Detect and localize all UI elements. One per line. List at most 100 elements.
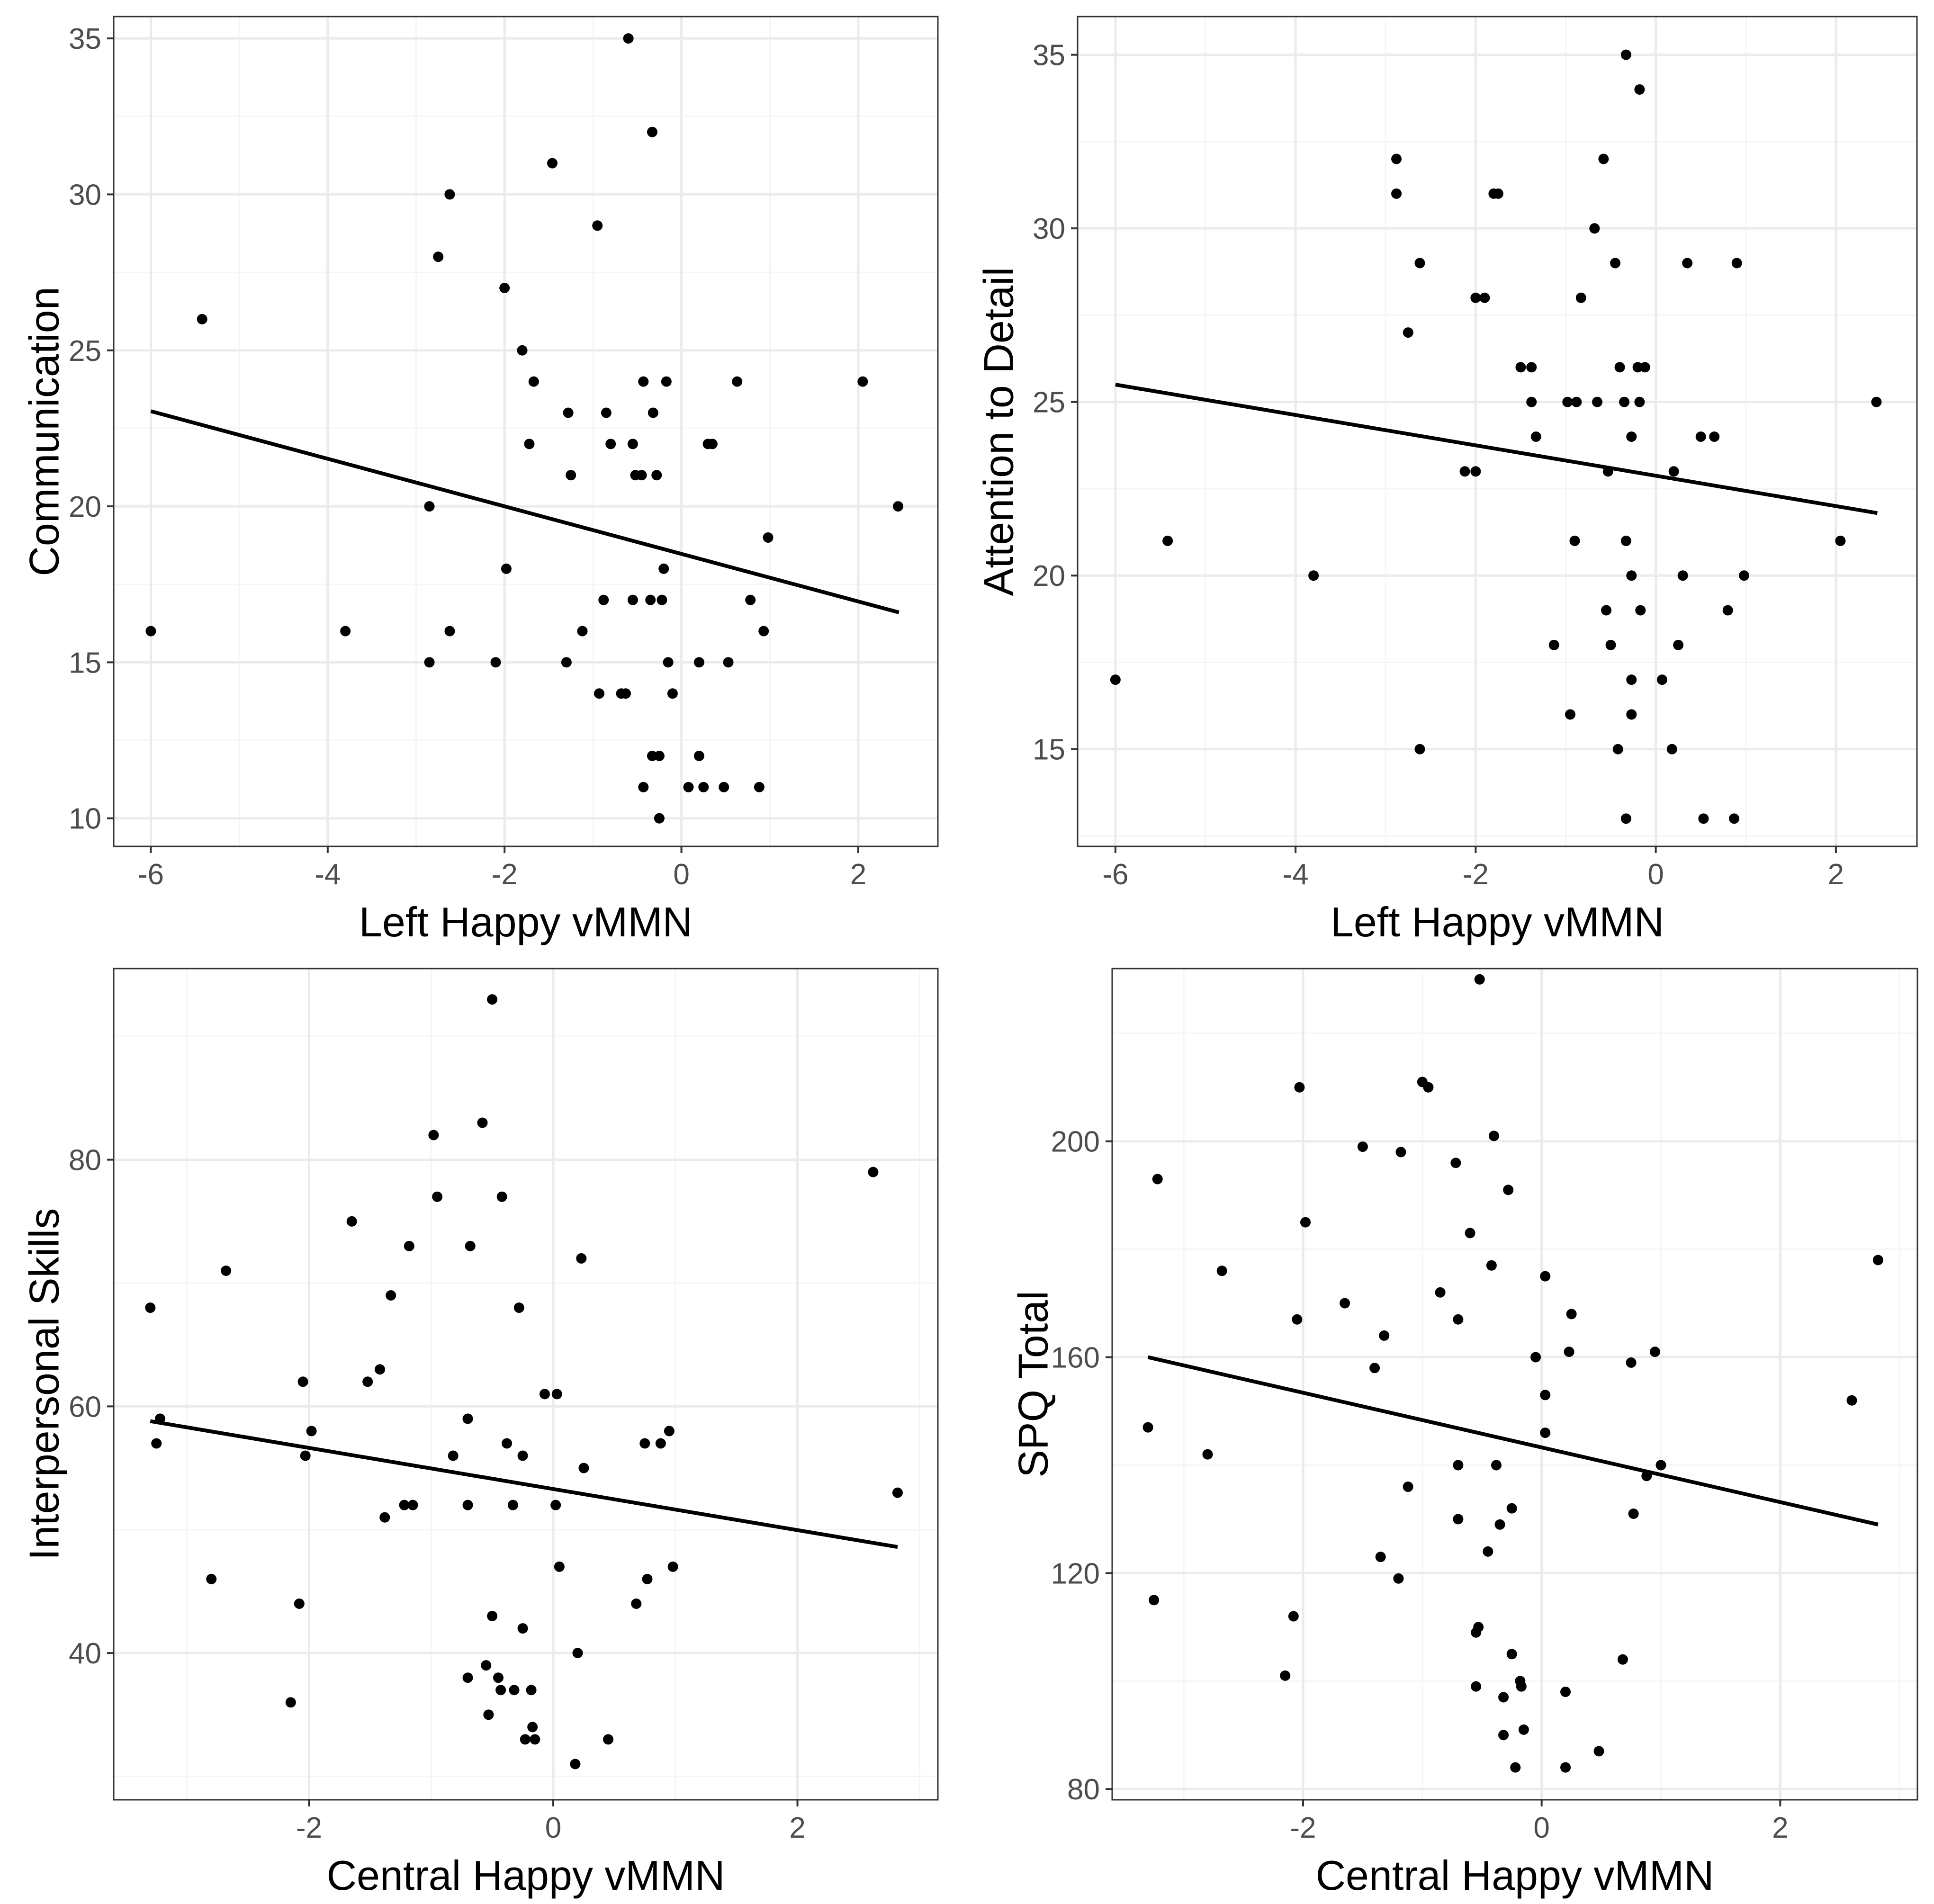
data-point <box>1292 1314 1303 1325</box>
data-point <box>667 688 678 699</box>
x-tick-label: -2 <box>296 1812 322 1844</box>
y-axis-ticks: 80 120 160 200 <box>1051 1126 1112 1806</box>
data-point <box>1516 1681 1527 1692</box>
data-point <box>1540 1271 1551 1282</box>
y-tick-label: 15 <box>69 647 101 679</box>
data-point <box>563 407 574 418</box>
data-point <box>530 1734 540 1745</box>
data-point <box>527 1722 538 1733</box>
y-tick-label: 40 <box>69 1637 101 1670</box>
x-axis-ticks: -6 -4 -2 0 2 <box>1102 846 1844 891</box>
data-point <box>444 626 455 637</box>
data-point <box>1571 396 1582 407</box>
data-point <box>399 1500 410 1510</box>
data-point <box>1395 1147 1406 1158</box>
x-tick-label: 2 <box>1772 1812 1788 1844</box>
data-point <box>550 1500 561 1510</box>
panel-attention-to-detail: -6 -4 -2 0 2 15 20 25 30 35 Left Happy vMMN Atte… <box>975 16 1918 945</box>
data-point <box>576 1253 587 1264</box>
data-point <box>206 1573 217 1584</box>
data-point <box>1635 605 1646 616</box>
data-point <box>1435 1287 1446 1298</box>
data-point <box>598 594 609 605</box>
data-point <box>651 470 662 481</box>
x-tick-label: 0 <box>545 1812 561 1844</box>
data-point <box>698 781 709 792</box>
data-point <box>517 345 528 356</box>
data-point <box>1110 674 1121 685</box>
panel-border <box>1111 968 1918 1801</box>
data-point <box>1656 674 1667 685</box>
data-point <box>1601 605 1612 616</box>
data-point <box>547 158 558 169</box>
data-point <box>1530 1352 1541 1363</box>
data-point <box>483 1709 494 1720</box>
data-point <box>1564 1347 1574 1357</box>
data-point <box>1620 813 1631 824</box>
data-point <box>1479 292 1490 303</box>
data-point <box>1518 1724 1529 1735</box>
data-point <box>517 1450 528 1461</box>
data-point <box>297 1376 308 1387</box>
data-point <box>524 439 535 449</box>
data-point <box>340 626 351 637</box>
data-point <box>1632 362 1643 373</box>
data-point <box>1300 1217 1311 1228</box>
data-point <box>499 283 510 294</box>
data-point <box>693 750 704 761</box>
data-point <box>1698 813 1709 824</box>
data-point <box>1602 466 1613 477</box>
y-tick-label: 35 <box>69 23 101 55</box>
data-point <box>1548 639 1559 650</box>
data-point <box>566 470 576 481</box>
data-point <box>346 1216 357 1227</box>
data-point <box>1562 396 1573 407</box>
trendline <box>1115 383 1878 515</box>
data-point <box>707 439 718 449</box>
data-point <box>404 1240 414 1251</box>
data-point <box>892 1487 903 1498</box>
data-point <box>151 1438 162 1449</box>
data-point <box>1403 327 1413 338</box>
data-point <box>1506 1649 1517 1660</box>
data-point <box>490 657 501 668</box>
data-point <box>1471 1681 1482 1692</box>
data-point <box>448 1450 459 1461</box>
data-point <box>1450 1158 1461 1168</box>
trendline-group <box>1115 383 1878 515</box>
data-point <box>1369 1363 1380 1374</box>
data-point <box>1403 1482 1413 1492</box>
data-point <box>501 563 512 574</box>
x-axis-title: Left Happy vMMN <box>1331 898 1664 945</box>
data-point <box>605 439 616 449</box>
data-point <box>561 657 572 668</box>
data-point <box>462 1413 473 1424</box>
data-point <box>294 1598 305 1609</box>
data-point <box>693 657 704 668</box>
data-point <box>1498 1730 1509 1741</box>
points-group <box>145 33 903 824</box>
data-point <box>1470 292 1481 303</box>
y-tick-label: 10 <box>69 803 101 835</box>
data-point <box>1871 396 1882 407</box>
data-point <box>1593 1746 1604 1757</box>
panel-border <box>113 968 939 1801</box>
panel-communication: -6 -4 -2 0 2 10 15 20 25 30 35 Left Happy vMMN Co… <box>20 16 939 945</box>
x-tick-label: 0 <box>673 858 689 891</box>
data-point <box>197 314 207 324</box>
data-point <box>1294 1082 1305 1093</box>
y-axis-title: Communication <box>20 287 67 576</box>
data-point <box>528 376 539 387</box>
data-point <box>647 126 657 137</box>
data-point <box>1491 1460 1502 1471</box>
data-point <box>1473 1622 1484 1633</box>
data-point <box>428 1130 439 1141</box>
data-point <box>424 657 435 668</box>
x-tick-label: -2 <box>1290 1812 1316 1844</box>
data-point <box>487 994 498 1005</box>
data-point <box>1575 292 1586 303</box>
data-point <box>1666 744 1677 754</box>
data-point <box>1610 258 1621 269</box>
data-point <box>892 501 903 512</box>
